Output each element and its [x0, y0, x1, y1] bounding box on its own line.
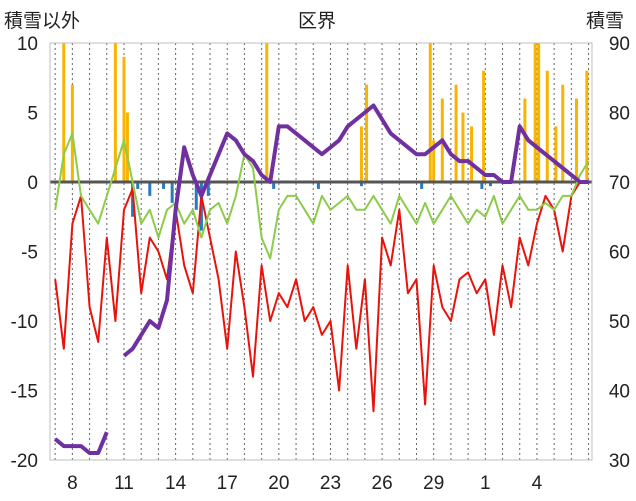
x-tick-label: 29: [423, 473, 444, 494]
x-tick-label: 1: [480, 473, 491, 494]
bar: [428, 43, 432, 182]
left-y-ticks: 10 5 0 -5 -10 -15 -20: [11, 34, 38, 472]
bar: [62, 43, 66, 182]
bar: [480, 182, 484, 189]
bar: [420, 182, 424, 189]
y-right-tick-label: 60: [609, 243, 630, 264]
bar: [359, 182, 363, 187]
x-ticks: 8 11 14 17 20 23 26 29 1 4: [67, 473, 543, 494]
y-right-tick-label: 40: [609, 382, 630, 403]
bar: [265, 43, 269, 182]
bar: [206, 182, 210, 196]
series-line: [54, 181, 589, 413]
bar: [359, 126, 363, 182]
x-tick-label: 23: [320, 473, 341, 494]
series-line: [54, 132, 590, 260]
x-tick-label: 8: [67, 473, 78, 494]
right-axis-title: 積雪: [586, 11, 625, 32]
y-right-tick-label: 50: [609, 312, 630, 333]
series-layer: [53, 103, 590, 455]
bar: [537, 43, 541, 182]
bar: [136, 182, 140, 189]
y-left-tick-label: -20: [11, 451, 38, 472]
bar: [488, 182, 492, 187]
series-line: [53, 103, 589, 455]
plot-frame: [49, 42, 593, 461]
bar: [575, 98, 579, 182]
x-tick-label: 11: [114, 473, 134, 494]
bar: [454, 84, 458, 182]
bar: [122, 56, 126, 182]
x-tick-label: 26: [372, 473, 393, 494]
x-tick-label: 4: [532, 473, 543, 494]
y-right-tick-label: 70: [609, 173, 630, 194]
bar: [432, 140, 436, 182]
bar: [162, 182, 166, 189]
bar: [148, 182, 152, 196]
bar: [194, 182, 198, 210]
bar: [365, 84, 369, 182]
right-y-ticks: 90 80 70 60 50 40 30: [609, 34, 630, 472]
bar: [533, 43, 537, 182]
y-left-tick-label: 10: [17, 34, 38, 55]
bar: [482, 70, 486, 182]
y-right-tick-label: 90: [609, 34, 630, 55]
bar: [272, 182, 276, 189]
y-left-tick-label: -5: [21, 243, 38, 264]
bar: [316, 182, 320, 189]
y-right-tick-label: 30: [609, 451, 630, 472]
y-left-tick-label: -10: [11, 312, 38, 333]
bar: [523, 98, 527, 182]
y-left-tick-label: -15: [11, 382, 38, 403]
bar: [113, 43, 117, 182]
x-tick-label: 17: [217, 473, 238, 494]
bar: [170, 182, 174, 203]
x-tick-label: 14: [165, 473, 187, 494]
bar: [561, 84, 565, 182]
bar: [585, 70, 589, 182]
bar: [470, 126, 474, 182]
left-axis-title: 積雪以外: [4, 11, 81, 32]
bar: [125, 112, 129, 182]
grid-lines: [54, 43, 590, 460]
y-right-tick-label: 80: [609, 104, 630, 125]
x-tick-label: 20: [268, 473, 289, 494]
y-left-tick-label: 0: [27, 173, 38, 194]
bar: [545, 70, 549, 182]
bar: [554, 126, 558, 182]
chart-title: 区界: [298, 11, 337, 32]
y-left-tick-label: 5: [27, 104, 38, 125]
bar: [461, 112, 465, 182]
